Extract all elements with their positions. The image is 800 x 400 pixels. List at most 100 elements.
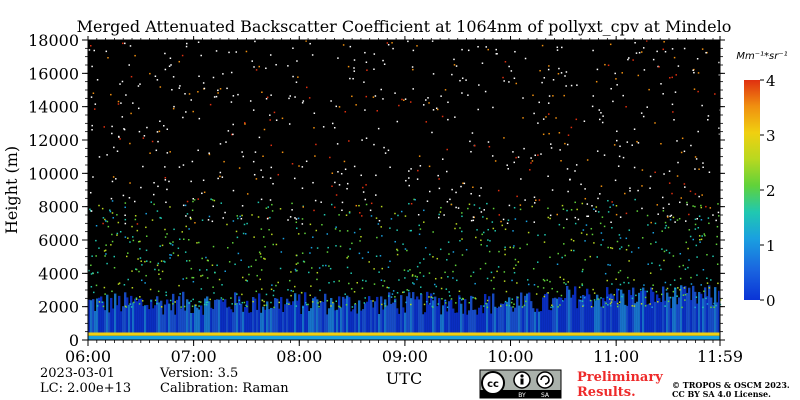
noise-point: [583, 120, 586, 122]
signal-point: [615, 205, 618, 207]
signal-point: [456, 279, 458, 282]
surface-layer-blue: [88, 335, 720, 340]
aerosol-strip: [692, 285, 695, 334]
aerosol-strip: [406, 296, 409, 334]
signal-point: [546, 279, 549, 281]
signal-point: [486, 306, 489, 309]
noise-point: [455, 191, 457, 194]
noise-point: [662, 93, 664, 95]
aerosol-strip: [328, 308, 331, 334]
signal-point: [297, 217, 300, 220]
noise-point: [592, 95, 595, 97]
noise-point: [556, 46, 559, 49]
noise-point: [380, 88, 382, 91]
signal-point: [104, 249, 107, 252]
signal-point: [201, 219, 204, 221]
noise-point: [366, 69, 368, 71]
noise-point: [362, 186, 364, 189]
signal-point: [602, 239, 604, 241]
signal-point: [191, 276, 193, 279]
signal-point: [375, 217, 378, 219]
signal-point: [715, 304, 717, 307]
aerosol-strip: [274, 298, 277, 334]
signal-point: [677, 287, 679, 289]
signal-point: [413, 283, 415, 285]
signal-point: [580, 232, 583, 234]
signal-point: [698, 215, 701, 217]
signal-point: [209, 298, 211, 301]
noise-point: [289, 216, 292, 218]
noise-point: [694, 156, 697, 158]
noise-point: [616, 130, 618, 133]
signal-point: [570, 209, 573, 211]
signal-point: [105, 220, 107, 222]
noise-point: [359, 212, 361, 214]
noise-point: [166, 188, 168, 191]
x-tick-label: 11:00: [593, 347, 639, 366]
signal-point: [190, 267, 193, 270]
noise-point: [346, 187, 348, 190]
noise-point: [535, 199, 537, 202]
noise-point: [302, 206, 304, 208]
signal-point: [440, 277, 443, 279]
noise-point: [503, 80, 505, 82]
noise-point: [663, 173, 665, 175]
signal-point: [90, 273, 93, 275]
noise-point: [622, 156, 625, 159]
signal-point: [380, 226, 382, 228]
noise-point: [168, 180, 170, 183]
signal-point: [590, 227, 593, 230]
signal-point: [690, 283, 693, 285]
aerosol-strip: [294, 293, 297, 334]
signal-point: [523, 304, 526, 307]
signal-point: [376, 236, 378, 239]
noise-point: [139, 83, 141, 85]
date-text: 2023-03-01: [40, 366, 115, 381]
noise-point: [123, 128, 126, 131]
noise-point: [360, 174, 362, 177]
signal-point: [282, 237, 285, 240]
signal-point: [198, 269, 201, 271]
signal-point: [111, 233, 113, 236]
aerosol-strip: [650, 287, 653, 334]
aerosol-strip: [670, 308, 673, 334]
noise-point: [717, 211, 720, 214]
signal-point: [246, 222, 248, 225]
noise-point: [477, 45, 479, 48]
noise-point: [596, 150, 599, 152]
aerosol-strip: [322, 301, 325, 334]
noise-point: [648, 88, 650, 91]
signal-point: [139, 257, 142, 259]
signal-point: [203, 303, 206, 306]
aerosol-strip: [586, 288, 589, 334]
signal-point: [318, 305, 320, 308]
signal-point: [452, 270, 454, 273]
noise-point: [164, 166, 166, 168]
signal-point: [241, 301, 244, 304]
signal-point: [410, 229, 412, 232]
signal-point: [246, 280, 249, 282]
aerosol-strip: [224, 299, 227, 334]
noise-point: [625, 105, 627, 108]
noise-point: [201, 192, 203, 195]
chart-title: Merged Attenuated Backscatter Coefficien…: [77, 17, 732, 36]
noise-point: [410, 202, 413, 205]
noise-point: [292, 75, 294, 78]
signal-point: [159, 216, 161, 219]
noise-point: [591, 205, 593, 207]
noise-point: [591, 105, 594, 108]
signal-point: [361, 257, 364, 259]
noise-point: [694, 168, 696, 170]
signal-point: [708, 287, 711, 289]
signal-point: [702, 269, 705, 271]
aerosol-strip: [440, 314, 443, 334]
signal-point: [560, 294, 563, 297]
noise-point: [696, 217, 698, 220]
signal-point: [461, 230, 463, 233]
signal-point: [679, 252, 682, 255]
noise-point: [599, 193, 601, 195]
signal-point: [699, 241, 701, 243]
signal-point: [322, 264, 324, 267]
aerosol-strip: [324, 293, 327, 334]
aerosol-strip: [288, 301, 291, 334]
